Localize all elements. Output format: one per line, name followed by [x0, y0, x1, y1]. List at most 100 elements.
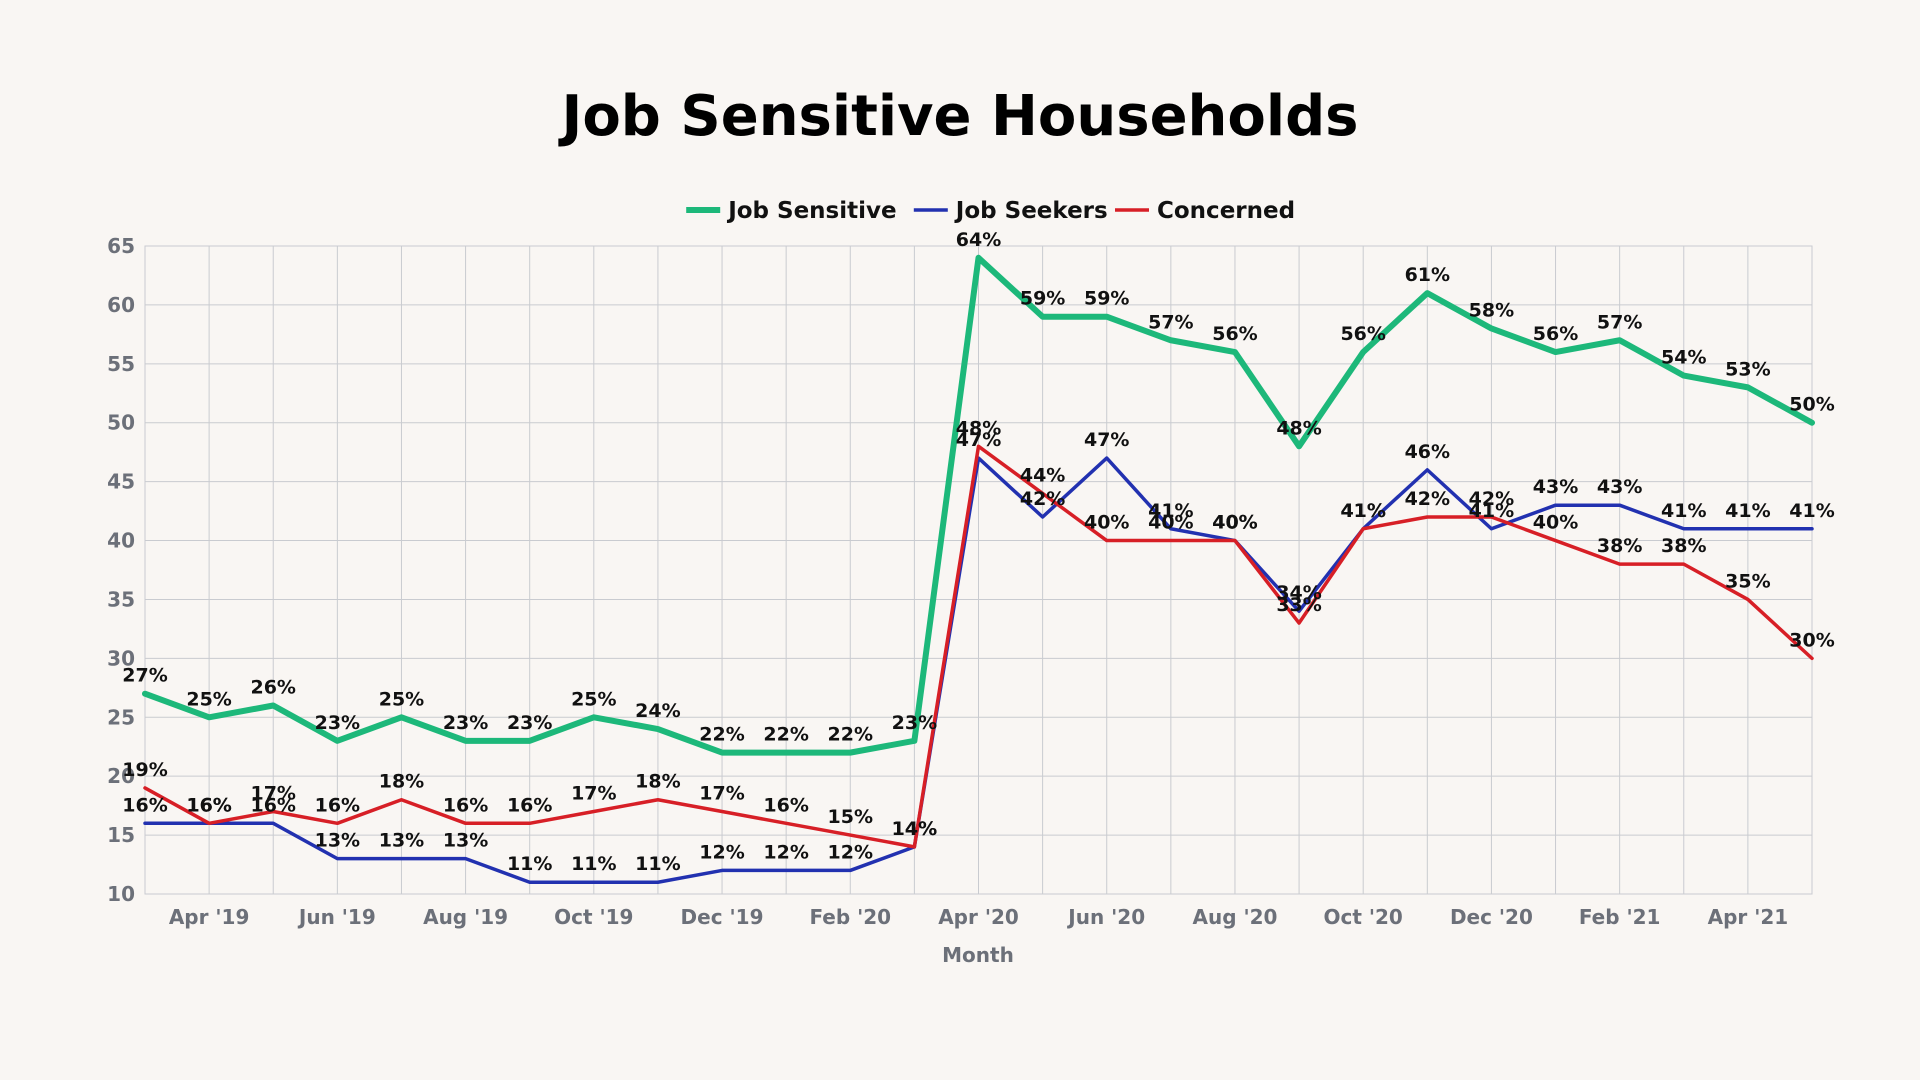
- data-label: 47%: [1084, 429, 1129, 451]
- data-label: 64%: [956, 229, 1001, 251]
- data-label: 38%: [1661, 535, 1706, 557]
- data-label: 42%: [1020, 488, 1065, 510]
- data-label: 43%: [1533, 476, 1578, 498]
- data-label: 23%: [507, 712, 552, 734]
- series-line-job-seekers: [143, 456, 1814, 884]
- data-label: 16%: [122, 794, 167, 816]
- data-label: 40%: [1212, 512, 1257, 534]
- data-label: 50%: [1789, 394, 1834, 416]
- data-label: 15%: [828, 806, 873, 828]
- legend: Job Sensitive Job Seekers Concerned: [686, 198, 1295, 224]
- data-label: 24%: [635, 700, 680, 722]
- data-label: 35%: [1725, 570, 1770, 592]
- y-tick-label: 20: [107, 764, 135, 788]
- data-label: 47%: [956, 429, 1001, 451]
- x-tick-label: Jun '19: [297, 905, 376, 929]
- data-label: 48%: [956, 417, 1001, 439]
- data-label: 25%: [571, 688, 616, 710]
- legend-label: Job Seekers: [954, 198, 1108, 224]
- x-tick-label: Apr '21: [1708, 905, 1789, 929]
- data-label: 14%: [892, 818, 937, 840]
- legend-label: Concerned: [1157, 198, 1295, 224]
- y-tick-label: 15: [107, 823, 135, 847]
- data-label: 41%: [1340, 500, 1385, 522]
- data-label: 43%: [1597, 476, 1642, 498]
- data-label: 11%: [571, 853, 616, 875]
- data-labels: 27% 25% 26% 23% 25% 23% 23% 25% 24% 22% 22% 22% 23% 6…: [122, 229, 1834, 875]
- data-label: 40%: [1084, 512, 1129, 534]
- data-label: 11%: [635, 853, 680, 875]
- x-tick-label: Apr '20: [938, 905, 1019, 929]
- data-label: 41%: [1469, 500, 1514, 522]
- data-label: 11%: [507, 853, 552, 875]
- data-label: 40%: [1148, 512, 1193, 534]
- grid: [144, 245, 1813, 895]
- data-label: 27%: [122, 665, 167, 687]
- data-label: 16%: [763, 794, 808, 816]
- data-label: 42%: [1469, 488, 1514, 510]
- data-label: 33%: [1276, 594, 1321, 616]
- series-lines: [142, 254, 1815, 884]
- data-label: 41%: [1725, 500, 1770, 522]
- data-label: 59%: [1020, 288, 1065, 310]
- data-label: 23%: [315, 712, 360, 734]
- x-axis-ticks: Apr '19 Jun '19 Aug '19 Oct '19 Dec '19 Feb '…: [169, 905, 1788, 929]
- data-label: 12%: [763, 841, 808, 863]
- data-label: 16%: [250, 794, 295, 816]
- data-label: 53%: [1725, 358, 1770, 380]
- x-tick-label: Oct '20: [1324, 905, 1403, 929]
- data-label: 56%: [1340, 323, 1385, 345]
- data-label: 18%: [379, 771, 424, 793]
- x-tick-label: Jun '20: [1066, 905, 1145, 929]
- data-label: 22%: [828, 724, 873, 746]
- data-label: 22%: [763, 724, 808, 746]
- x-tick-label: Dec '20: [1450, 905, 1533, 929]
- data-label: 22%: [699, 724, 744, 746]
- data-label: 58%: [1469, 299, 1514, 321]
- data-label: 54%: [1661, 347, 1706, 369]
- data-label: 44%: [1020, 464, 1065, 486]
- data-label: 13%: [315, 830, 360, 852]
- data-label: 17%: [571, 783, 616, 805]
- data-label: 13%: [379, 830, 424, 852]
- data-label: 17%: [250, 783, 295, 805]
- data-label: 23%: [443, 712, 488, 734]
- x-tick-label: Aug '19: [423, 905, 508, 929]
- x-tick-label: Apr '19: [169, 905, 250, 929]
- data-label: 61%: [1405, 264, 1450, 286]
- data-label: 40%: [1212, 512, 1257, 534]
- data-label: 17%: [699, 783, 744, 805]
- y-tick-label: 40: [107, 529, 135, 553]
- plot-frame: [144, 245, 1813, 895]
- data-label: 23%: [892, 712, 937, 734]
- data-label: 38%: [1597, 535, 1642, 557]
- data-label: 30%: [1789, 629, 1834, 651]
- data-label: 16%: [186, 794, 231, 816]
- data-label: 34%: [1276, 582, 1321, 604]
- data-label: 56%: [1212, 323, 1257, 345]
- y-tick-label: 60: [107, 293, 135, 317]
- y-tick-label: 35: [107, 587, 135, 611]
- data-label: 16%: [186, 794, 231, 816]
- legend-label: Job Sensitive: [726, 198, 896, 224]
- data-label: 59%: [1084, 288, 1129, 310]
- x-tick-label: Aug '20: [1192, 905, 1277, 929]
- data-label: 48%: [1276, 417, 1321, 439]
- data-label: 26%: [250, 676, 295, 698]
- data-label: 56%: [1533, 323, 1578, 345]
- data-label: 41%: [1661, 500, 1706, 522]
- y-axis-ticks: 10 15 20 25 30 35 40 45 50 55 60 65: [107, 234, 135, 906]
- data-label: 19%: [122, 759, 167, 781]
- data-label: 42%: [1405, 488, 1450, 510]
- data-label: 16%: [507, 794, 552, 816]
- data-label: 41%: [1340, 500, 1385, 522]
- data-label: 25%: [379, 688, 424, 710]
- series-line-concerned: [143, 444, 1814, 849]
- y-tick-label: 45: [107, 470, 135, 494]
- y-tick-label: 30: [107, 646, 135, 670]
- data-label: 12%: [828, 841, 873, 863]
- data-label: 41%: [1148, 500, 1193, 522]
- data-label: 57%: [1148, 311, 1193, 333]
